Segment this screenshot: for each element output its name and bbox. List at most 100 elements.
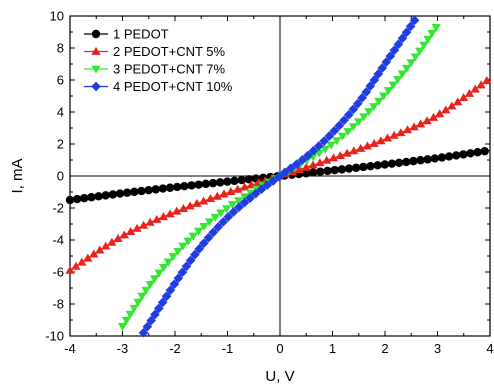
data-point xyxy=(199,223,209,232)
data-point xyxy=(250,188,261,199)
data-point xyxy=(165,285,176,296)
data-point xyxy=(95,245,105,254)
data-point xyxy=(466,149,475,158)
legend-label: 2 PEDOT+CNT 5% xyxy=(113,44,226,59)
data-point xyxy=(138,220,149,229)
data-point xyxy=(122,188,132,197)
data-point xyxy=(187,181,196,190)
data-point xyxy=(215,178,225,187)
data-point xyxy=(464,88,475,97)
data-point xyxy=(337,132,348,141)
legend-entry-3: 3 PEDOT+CNT 7% xyxy=(84,62,226,77)
data-point xyxy=(173,247,183,256)
data-point xyxy=(373,161,382,170)
legend-entry-2: 2 PEDOT+CNT 5% xyxy=(84,44,226,59)
data-point xyxy=(201,179,211,189)
data-point xyxy=(212,191,222,200)
x-tick-label: 3 xyxy=(434,341,441,356)
data-point xyxy=(239,197,250,208)
data-point xyxy=(144,185,153,195)
data-point xyxy=(216,209,226,218)
data-point xyxy=(203,232,214,243)
legend-marker xyxy=(91,65,101,74)
data-point xyxy=(173,182,182,192)
x-tick-label: -2 xyxy=(169,341,181,356)
data-point xyxy=(476,80,486,89)
data-point xyxy=(356,143,366,152)
data-point xyxy=(422,116,432,125)
data-point xyxy=(262,180,273,190)
data-point xyxy=(158,212,169,221)
data-point xyxy=(285,163,296,174)
data-point xyxy=(178,242,188,251)
data-point xyxy=(230,176,239,186)
data-point xyxy=(165,209,175,218)
x-tick-label: -3 xyxy=(117,341,129,356)
data-point xyxy=(401,27,412,38)
data-point xyxy=(133,298,143,307)
legend-marker xyxy=(91,81,101,92)
data-point xyxy=(168,253,178,262)
data-point xyxy=(132,223,142,232)
data-point xyxy=(315,158,325,167)
data-point xyxy=(415,47,425,56)
data-point xyxy=(218,217,228,227)
data-point xyxy=(115,189,125,198)
legend-entry-4: 4 PEDOT+CNT 10% xyxy=(84,79,233,94)
data-point xyxy=(151,185,160,194)
data-point xyxy=(154,269,164,278)
data-point xyxy=(219,189,229,198)
data-point xyxy=(181,261,192,272)
legend-label: 3 PEDOT+CNT 7% xyxy=(113,62,226,77)
data-point xyxy=(394,158,404,168)
data-point xyxy=(87,193,96,202)
data-point xyxy=(428,112,439,121)
data-point xyxy=(316,167,325,176)
data-point xyxy=(152,214,162,223)
data-point xyxy=(366,161,375,171)
x-tick-label: 1 xyxy=(329,341,336,356)
data-point xyxy=(213,222,223,232)
data-point xyxy=(441,105,451,114)
data-point xyxy=(447,101,457,110)
data-point xyxy=(308,145,319,156)
data-point xyxy=(437,153,447,162)
data-point xyxy=(376,136,386,145)
data-point xyxy=(198,238,209,249)
data-point xyxy=(416,156,425,165)
data-point xyxy=(342,148,352,157)
data-point xyxy=(185,201,195,210)
data-point xyxy=(245,193,255,203)
data-point xyxy=(388,81,398,90)
y-axis-title: I, mA xyxy=(9,158,26,193)
data-point xyxy=(223,177,232,186)
data-point xyxy=(308,160,318,169)
data-point xyxy=(158,184,168,193)
data-point xyxy=(452,151,461,160)
data-point xyxy=(387,159,397,168)
data-point xyxy=(188,232,198,241)
data-point xyxy=(222,205,232,214)
data-point xyxy=(453,97,463,106)
data-point xyxy=(291,159,302,170)
data-point xyxy=(364,108,374,117)
data-point xyxy=(352,98,363,109)
data-point xyxy=(377,63,388,73)
data-point xyxy=(301,162,311,171)
data-point xyxy=(163,258,173,267)
data-point xyxy=(409,122,419,131)
data-point xyxy=(351,163,361,172)
data-point xyxy=(268,176,278,186)
data-point xyxy=(149,275,160,284)
data-point xyxy=(240,193,250,202)
data-point xyxy=(117,323,128,332)
x-tick-labels: -4 -3 -2 -1 0 1 2 3 4 xyxy=(64,341,493,356)
data-point xyxy=(130,187,139,197)
legend-marker xyxy=(91,46,101,55)
data-point xyxy=(362,141,373,150)
data-point xyxy=(180,181,189,191)
data-point xyxy=(389,45,400,55)
data-point xyxy=(239,182,250,191)
x-tick-label: -4 xyxy=(64,341,76,356)
